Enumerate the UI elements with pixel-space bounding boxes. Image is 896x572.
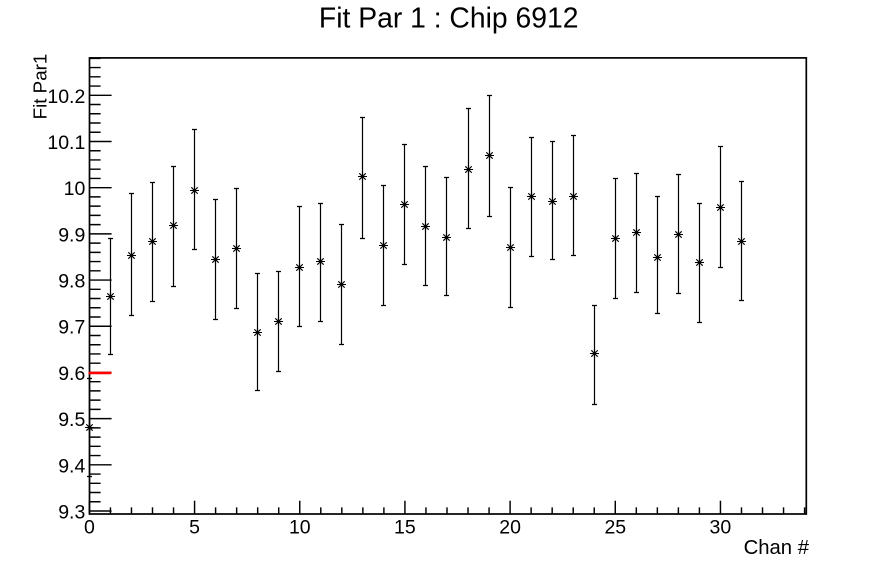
svg-text:9.8: 9.8 (58, 271, 85, 293)
svg-text:20: 20 (499, 517, 521, 539)
svg-text:15: 15 (394, 517, 416, 539)
svg-text:10.1: 10.1 (47, 132, 85, 154)
svg-text:9.4: 9.4 (58, 455, 85, 477)
svg-text:5: 5 (189, 517, 200, 539)
svg-text:10: 10 (64, 178, 86, 200)
svg-text:9.5: 9.5 (58, 409, 85, 431)
svg-text:30: 30 (710, 517, 732, 539)
svg-text:9.7: 9.7 (58, 317, 85, 339)
svg-text:Fit Par1: Fit Par1 (30, 54, 51, 120)
svg-text:0: 0 (84, 517, 95, 539)
svg-text:9.3: 9.3 (58, 502, 85, 524)
svg-text:10.2: 10.2 (47, 86, 85, 108)
svg-text:Fit Par 1 : Chip 6912: Fit Par 1 : Chip 6912 (319, 1, 579, 33)
svg-text:25: 25 (604, 517, 626, 539)
svg-text:Chan #: Chan # (744, 537, 810, 559)
svg-text:9.6: 9.6 (58, 363, 85, 385)
svg-text:10: 10 (289, 517, 311, 539)
svg-text:9.9: 9.9 (58, 224, 85, 246)
